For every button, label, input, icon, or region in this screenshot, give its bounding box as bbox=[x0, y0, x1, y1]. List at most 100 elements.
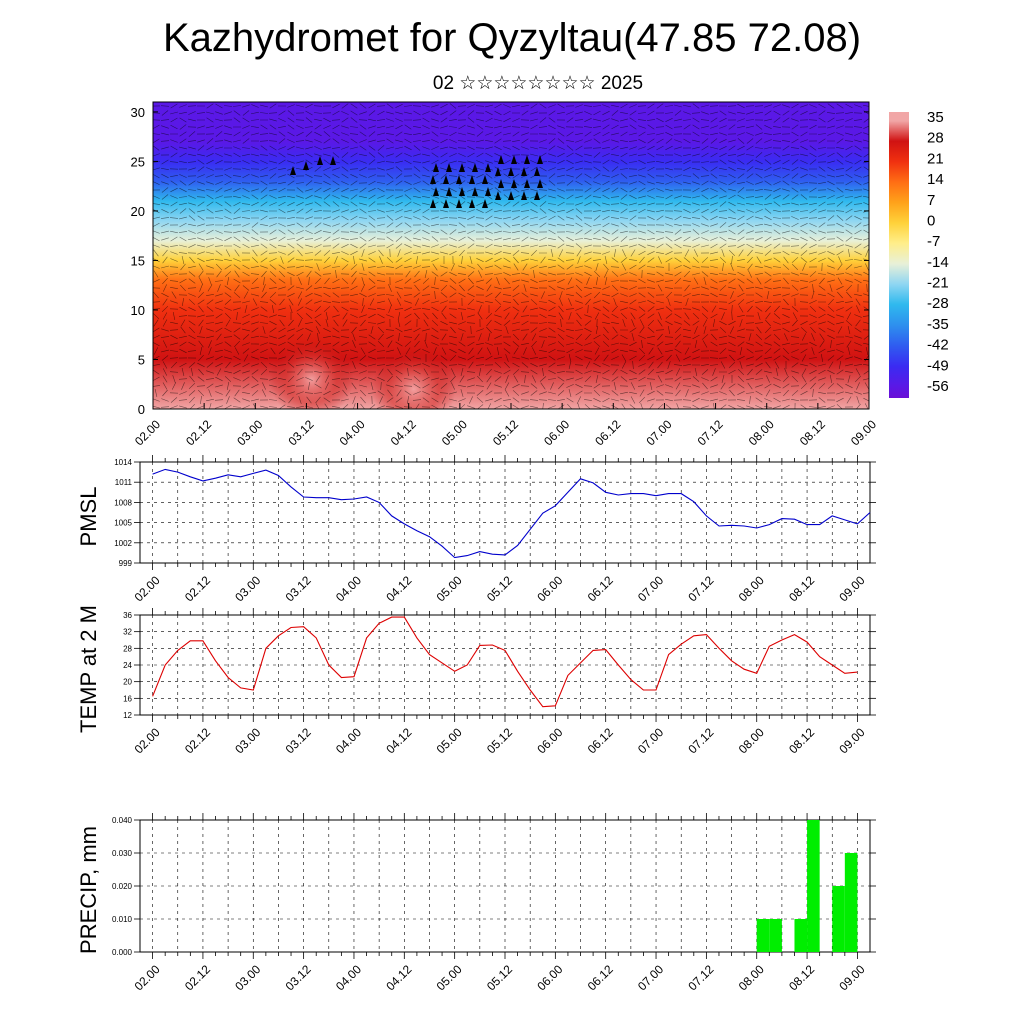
temp-xtick-label: 08.12 bbox=[786, 725, 817, 756]
pmsl-ylabel: PMSL bbox=[76, 487, 101, 547]
pmsl-ticks bbox=[134, 455, 876, 570]
section-ytick-label: 5 bbox=[138, 352, 145, 367]
precip-bar bbox=[832, 886, 845, 952]
wind-flag bbox=[495, 191, 501, 200]
wind-flag bbox=[456, 175, 462, 184]
wind-flag bbox=[511, 155, 517, 164]
precip-xtick-label: 04.12 bbox=[383, 962, 414, 993]
section-xtick-label: 08.00 bbox=[746, 417, 777, 448]
wind-flag bbox=[482, 175, 488, 184]
pmsl-xtick-label: 03.00 bbox=[232, 573, 263, 604]
precip-xtick-label: 08.12 bbox=[786, 962, 817, 993]
colorbar-label: 21 bbox=[927, 150, 944, 167]
pmsl-ytick-label: 1011 bbox=[115, 478, 133, 487]
precip-xtick-label: 02.12 bbox=[182, 962, 213, 993]
colorbar-label: -42 bbox=[927, 337, 949, 354]
pmsl-xtick-label: 04.00 bbox=[333, 573, 364, 604]
temp-xtick-label: 04.12 bbox=[383, 725, 414, 756]
wind-flag bbox=[303, 161, 309, 170]
wind-flag bbox=[459, 163, 465, 172]
temp-ytick-label: 36 bbox=[123, 611, 132, 620]
section-xtick-label: 04.00 bbox=[337, 417, 368, 448]
temp-xtick-label: 06.12 bbox=[585, 725, 616, 756]
temp-xtick-label: 02.00 bbox=[132, 725, 163, 756]
wind-flag bbox=[498, 179, 504, 188]
section-xtick-label: 02.00 bbox=[132, 417, 163, 448]
wind-flag bbox=[498, 155, 504, 164]
colorbar-fill bbox=[889, 112, 909, 398]
wind-flag bbox=[537, 155, 543, 164]
precip-xtick-label: 02.00 bbox=[132, 962, 163, 993]
temp-ytick-label: 16 bbox=[123, 694, 132, 703]
precip-xtick-label: 09.00 bbox=[836, 962, 867, 993]
wind-flag bbox=[330, 156, 336, 165]
temp-xtick-label: 05.00 bbox=[434, 725, 465, 756]
section-xtick-label: 06.12 bbox=[592, 417, 623, 448]
section-xtick-label: 09.00 bbox=[848, 417, 879, 448]
wind-flag bbox=[430, 175, 436, 184]
colorbar-label: -21 bbox=[927, 275, 949, 292]
precip-panel: 0.000 0.010 0.020 0.030 0.040 02.00 02.12 03.00… bbox=[76, 813, 876, 993]
temp-xtick-label: 08.00 bbox=[736, 725, 767, 756]
pmsl-xtick-label: 02.00 bbox=[132, 573, 163, 604]
wind-flag bbox=[534, 167, 540, 176]
section-hot-spot bbox=[269, 339, 354, 409]
wind-flag bbox=[443, 175, 449, 184]
temp-ytick-label: 24 bbox=[123, 661, 132, 670]
section-xtick-label: 02.12 bbox=[183, 417, 214, 448]
colorbar-label: 14 bbox=[927, 171, 944, 188]
temp-xtick-label: 03.00 bbox=[232, 725, 263, 756]
pmsl-xtick-label: 08.12 bbox=[786, 573, 817, 604]
pmsl-xtick-label: 08.00 bbox=[736, 573, 767, 604]
colorbar-label: 7 bbox=[927, 192, 935, 209]
pmsl-panel: 999 1002 1005 1008 1011 1014 02.00 02.12 03.00 03… bbox=[76, 455, 876, 604]
section-xtick-label: 07.12 bbox=[695, 417, 726, 448]
wind-flag bbox=[317, 156, 323, 165]
wind-flag bbox=[446, 163, 452, 172]
wind-flag bbox=[459, 187, 465, 196]
section-ytick-label: 15 bbox=[131, 253, 145, 268]
colorbar-label: -7 bbox=[927, 233, 940, 250]
colorbar-label: -35 bbox=[927, 316, 949, 333]
colorbar-label: -49 bbox=[927, 357, 949, 374]
pmsl-ytick-label: 999 bbox=[119, 559, 133, 568]
pmsl-series-line bbox=[152, 468, 871, 559]
section-xtick-label: 05.12 bbox=[490, 417, 521, 448]
wind-flag bbox=[521, 191, 527, 200]
temp-xtick-label: 03.12 bbox=[283, 725, 314, 756]
temp-ytick-label: 20 bbox=[123, 678, 132, 687]
precip-ytick-label: 0.030 bbox=[112, 849, 133, 858]
temp-ytick-label: 28 bbox=[123, 644, 132, 653]
colorbar-label: -14 bbox=[927, 254, 949, 271]
pmsl-ytick-label: 1002 bbox=[114, 539, 132, 548]
wind-flag bbox=[508, 167, 514, 176]
section-xtick-label: 07.00 bbox=[643, 417, 674, 448]
precip-xtick-label: 06.12 bbox=[585, 962, 616, 993]
precip-xtick-label: 03.12 bbox=[283, 962, 314, 993]
wind-barb-lines bbox=[153, 103, 869, 409]
pmsl-grid bbox=[140, 461, 870, 564]
pmsl-xtick-label: 07.12 bbox=[685, 573, 716, 604]
pmsl-xtick-label: 06.12 bbox=[585, 573, 616, 604]
precip-ticks bbox=[134, 813, 876, 959]
section-ytick-label: 20 bbox=[131, 204, 145, 219]
temp-ticks bbox=[134, 608, 876, 722]
precip-xtick-label: 07.00 bbox=[635, 962, 666, 993]
temp-xtick-label: 07.00 bbox=[635, 725, 666, 756]
temp-xtick-label: 05.12 bbox=[484, 725, 515, 756]
section-hot-spot bbox=[371, 349, 456, 409]
colorbar-label: -28 bbox=[927, 295, 949, 312]
pmsl-xtick-label: 05.00 bbox=[434, 573, 465, 604]
pmsl-xtick-label: 09.00 bbox=[836, 573, 867, 604]
wind-flag bbox=[469, 199, 475, 208]
precip-xtick-label: 04.00 bbox=[333, 962, 364, 993]
precip-bar bbox=[794, 919, 808, 952]
wind-flag bbox=[534, 191, 540, 200]
precip-ytick-label: 0.000 bbox=[112, 948, 133, 957]
precip-xtick-label: 07.12 bbox=[685, 962, 716, 993]
colorbar-label: -56 bbox=[927, 378, 949, 395]
section-xtick-label: 04.12 bbox=[388, 417, 419, 448]
temp-ytick-label: 32 bbox=[123, 628, 132, 637]
pmsl-ytick-label: 1008 bbox=[114, 498, 132, 507]
precip-ytick-label: 0.010 bbox=[112, 915, 133, 924]
